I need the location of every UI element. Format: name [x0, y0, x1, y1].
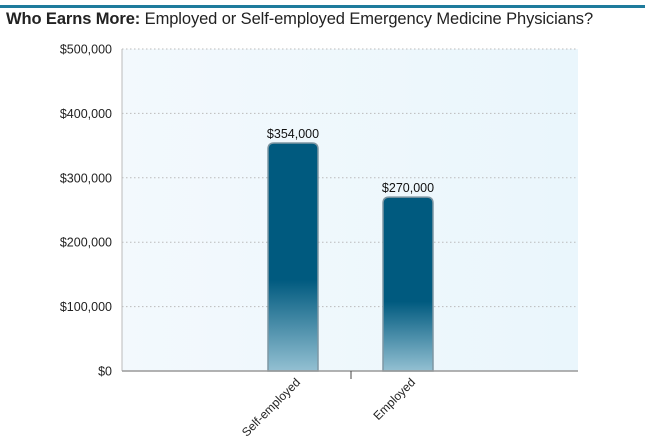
x-tick-label: Employed	[370, 375, 418, 423]
y-tick-label: $400,000	[60, 107, 112, 121]
x-tick-label: Self-employed	[239, 375, 303, 439]
y-tick-label: $0	[98, 365, 112, 379]
data-label: $270,000	[382, 181, 434, 195]
y-tick-label: $100,000	[60, 300, 112, 314]
bar-employed	[382, 196, 434, 372]
y-tick-label: $500,000	[60, 43, 112, 57]
chart-title-bold: Who Earns More:	[6, 10, 141, 28]
chart-title: Who Earns More: Employed or Self-employe…	[6, 10, 593, 29]
chart-title-rest: Employed or Self-employed Emergency Medi…	[144, 10, 594, 28]
bar-self-employed	[267, 142, 319, 372]
y-tick-label: $200,000	[60, 236, 112, 250]
top-accent-line	[0, 5, 645, 8]
plot-area	[122, 49, 578, 371]
y-tick-label: $300,000	[60, 171, 112, 185]
data-label: $354,000	[267, 127, 319, 141]
